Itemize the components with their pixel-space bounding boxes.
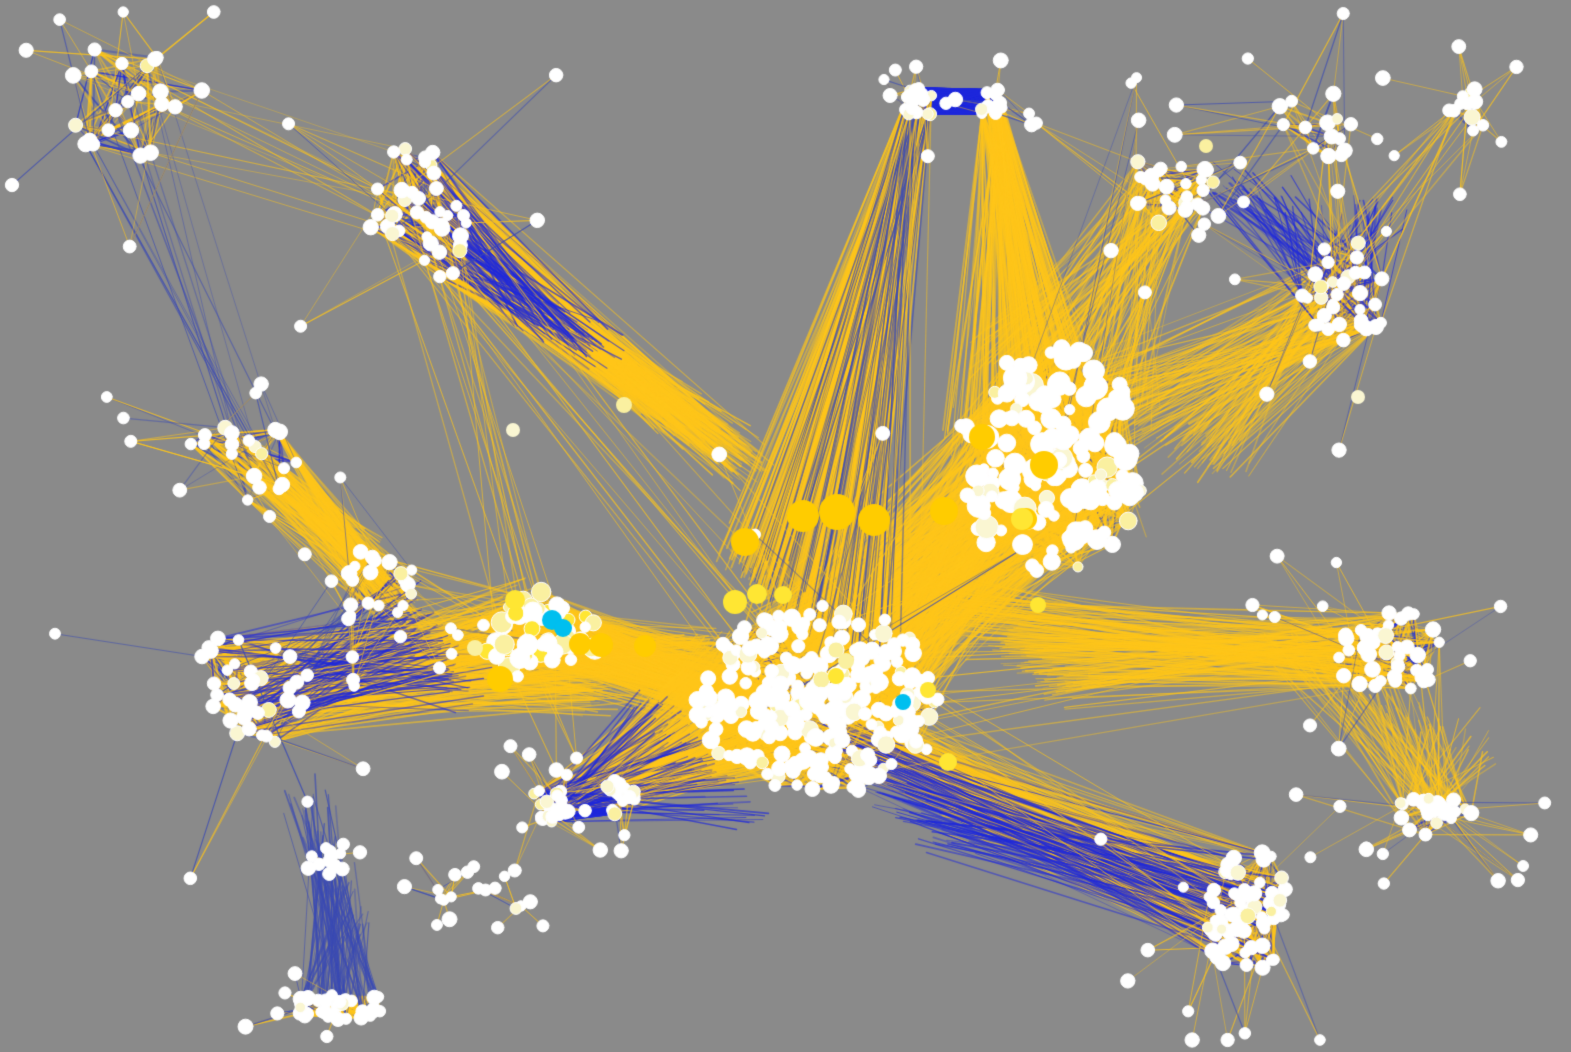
network-graph-canvas[interactable] — [0, 0, 1571, 1052]
network-graph-figure[interactable]: Network Graph Visualization — [0, 0, 1571, 1052]
